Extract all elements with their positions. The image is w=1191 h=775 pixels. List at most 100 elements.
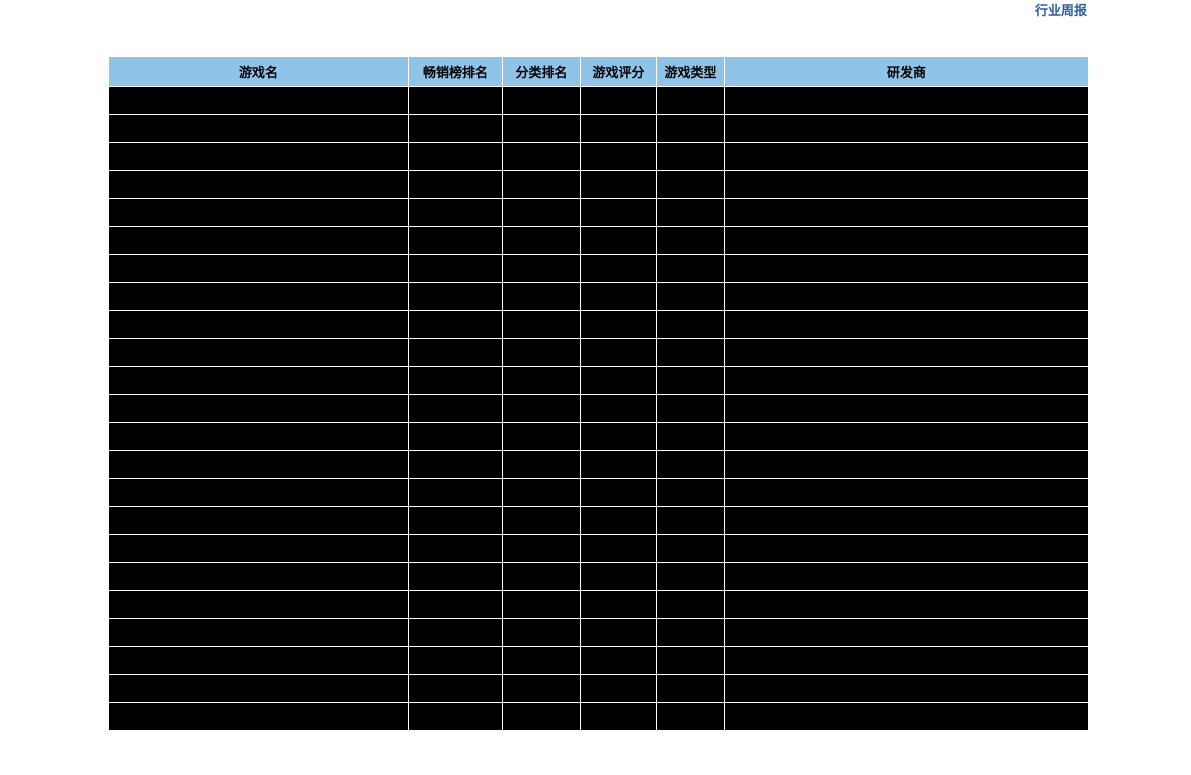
col-header-developer: 研发商 (725, 57, 1089, 87)
table-cell (725, 535, 1089, 563)
table-body (109, 87, 1089, 731)
table-row (109, 311, 1089, 339)
table-cell (581, 143, 657, 171)
table-cell (725, 507, 1089, 535)
table-cell (109, 311, 409, 339)
table-row (109, 367, 1089, 395)
table-cell (409, 199, 503, 227)
table-cell (409, 87, 503, 115)
table-cell (503, 255, 581, 283)
table-cell (409, 563, 503, 591)
table-cell (503, 675, 581, 703)
table-cell (581, 591, 657, 619)
table-cell (725, 591, 1089, 619)
table-cell (657, 283, 725, 311)
table-cell (657, 535, 725, 563)
table-cell (503, 283, 581, 311)
table-cell (503, 395, 581, 423)
table-cell (409, 171, 503, 199)
table-cell (109, 87, 409, 115)
table-row (109, 227, 1089, 255)
table-cell (503, 535, 581, 563)
table-cell (109, 507, 409, 535)
table-cell (503, 647, 581, 675)
game-ranking-table-container: 游戏名 畅销榜排名 分类排名 游戏评分 游戏类型 研发商 (108, 56, 1088, 731)
table-row (109, 619, 1089, 647)
table-cell (581, 255, 657, 283)
table-cell (409, 367, 503, 395)
table-cell (657, 339, 725, 367)
table-cell (725, 395, 1089, 423)
table-cell (503, 367, 581, 395)
table-cell (409, 619, 503, 647)
table-row (109, 535, 1089, 563)
table-cell (725, 115, 1089, 143)
table-cell (109, 703, 409, 731)
table-cell (409, 227, 503, 255)
table-cell (409, 115, 503, 143)
table-row (109, 115, 1089, 143)
table-cell (657, 199, 725, 227)
table-cell (657, 423, 725, 451)
table-cell (109, 423, 409, 451)
col-header-game-name: 游戏名 (109, 57, 409, 87)
table-cell (581, 367, 657, 395)
table-cell (503, 451, 581, 479)
table-row (109, 451, 1089, 479)
table-cell (725, 675, 1089, 703)
table-cell (725, 479, 1089, 507)
table-cell (581, 171, 657, 199)
table-cell (503, 703, 581, 731)
table-cell (725, 171, 1089, 199)
table-cell (409, 143, 503, 171)
table-cell (109, 647, 409, 675)
table-cell (725, 647, 1089, 675)
table-row (109, 563, 1089, 591)
table-cell (725, 339, 1089, 367)
table-cell (503, 507, 581, 535)
table-cell (503, 227, 581, 255)
table-cell (725, 619, 1089, 647)
table-row (109, 339, 1089, 367)
table-cell (409, 507, 503, 535)
table-cell (109, 171, 409, 199)
table-cell (503, 591, 581, 619)
table-cell (409, 479, 503, 507)
table-cell (657, 451, 725, 479)
table-cell (503, 619, 581, 647)
table-row (109, 171, 1089, 199)
table-cell (581, 479, 657, 507)
table-cell (657, 367, 725, 395)
table-cell (657, 647, 725, 675)
table-cell (109, 479, 409, 507)
table-cell (725, 563, 1089, 591)
table-cell (503, 563, 581, 591)
table-cell (109, 115, 409, 143)
col-header-game-score: 游戏评分 (581, 57, 657, 87)
table-cell (581, 563, 657, 591)
table-cell (581, 675, 657, 703)
table-row (109, 283, 1089, 311)
table-cell (503, 423, 581, 451)
table-row (109, 199, 1089, 227)
table-cell (657, 395, 725, 423)
table-cell (109, 591, 409, 619)
table-cell (109, 535, 409, 563)
table-cell (503, 311, 581, 339)
table-cell (109, 339, 409, 367)
table-cell (581, 395, 657, 423)
table-cell (657, 591, 725, 619)
table-cell (581, 339, 657, 367)
table-cell (581, 619, 657, 647)
table-cell (109, 451, 409, 479)
table-cell (109, 619, 409, 647)
table-cell (657, 619, 725, 647)
table-cell (581, 311, 657, 339)
page-label: 行业周报 (1035, 0, 1087, 19)
table-cell (581, 87, 657, 115)
table-row (109, 87, 1089, 115)
table-cell (725, 199, 1089, 227)
table-cell (725, 451, 1089, 479)
table-row (109, 479, 1089, 507)
table-cell (409, 311, 503, 339)
